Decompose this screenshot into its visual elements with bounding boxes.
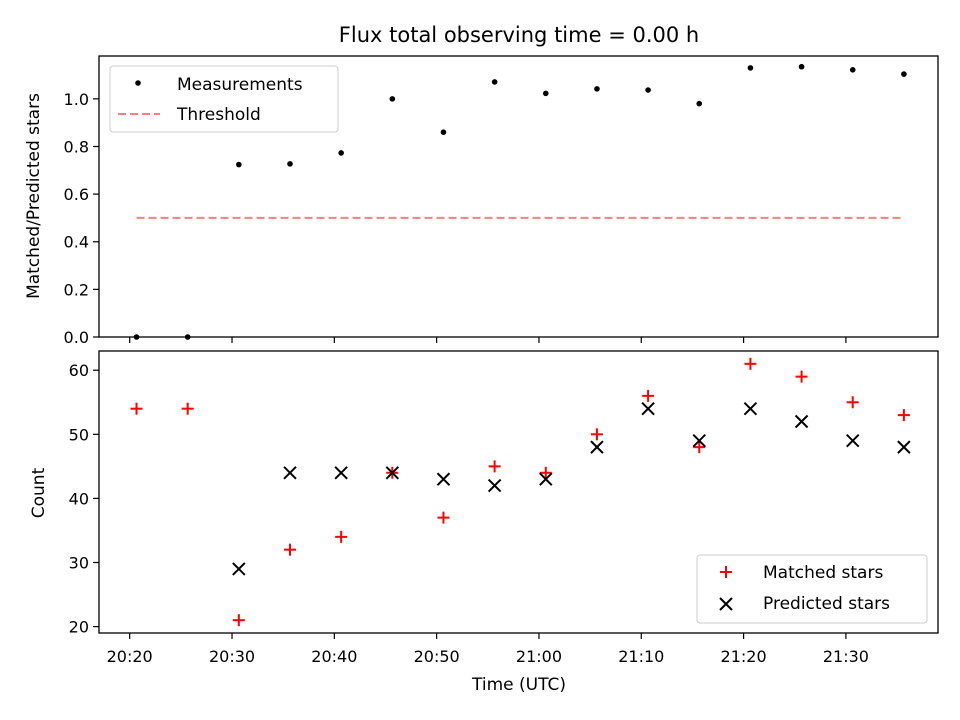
- legend-matched-marker: [720, 566, 732, 578]
- matched-stars-point: [590, 428, 603, 441]
- top-axis-ticks: 0.0 0.2 0.4 0.6 0.8 1.0: [64, 90, 847, 347]
- top-legend-box: [109, 65, 339, 133]
- matched-stars-point: [232, 614, 245, 627]
- matched-stars-point: [642, 389, 655, 402]
- matched-stars-point: [795, 370, 808, 383]
- measurements-point: [696, 100, 703, 107]
- predicted-stars-point: [232, 562, 246, 576]
- measurements-point: [645, 87, 651, 93]
- measurements-point: [389, 96, 396, 102]
- top-ytick-label: 1.0: [64, 90, 89, 109]
- matched-stars-point: [539, 466, 552, 479]
- legend-matched-label: Matched stars: [763, 563, 883, 583]
- bottom-xtick-label: 21:00: [516, 647, 562, 666]
- matched-stars-point: [897, 409, 910, 422]
- matched-stars-point: [130, 402, 143, 415]
- bottom-legend-box: [696, 554, 928, 624]
- bottom-xtick-label: 21:30: [823, 647, 869, 666]
- predicted-stars-point: [897, 440, 911, 454]
- predicted-stars-point: [794, 414, 809, 429]
- legend-predicted-label: Predicted stars: [763, 594, 890, 614]
- predicted-stars-point: [641, 401, 655, 416]
- matched-stars-point: [283, 543, 296, 556]
- measurements-point: [542, 90, 549, 97]
- matched-stars-point: [846, 396, 859, 409]
- legend-threshold-label: Threshold: [176, 105, 261, 125]
- bottom-plot-area: [130, 357, 911, 627]
- bottom-ytick-label: 40: [69, 489, 89, 508]
- matched-stars-point: [744, 357, 757, 370]
- predicted-stars-point: [692, 434, 706, 448]
- bottom-ytick-label: 60: [69, 361, 89, 380]
- bottom-axis-ticks: 20 30 40 50 60 20:20 20:30 20:40 20:50 21:00 21:10…: [69, 361, 869, 666]
- top-chart-ylabel: Matched/Predicted stars: [24, 93, 44, 299]
- matched-stars-point: [693, 441, 706, 454]
- bottom-xtick-label: 21:20: [721, 647, 767, 666]
- top-ytick-label: 0.2: [64, 280, 89, 299]
- bottom-legend: Matched stars Predicted stars: [696, 554, 928, 624]
- bottom-xtick-label: 20:50: [414, 647, 460, 666]
- bottom-chart-xlabel: Time (UTC): [471, 675, 566, 695]
- legend-measurements-marker: [135, 80, 141, 86]
- predicted-stars-point: [487, 478, 502, 493]
- bottom-xtick-label: 20:30: [209, 647, 255, 666]
- measurements-point: [594, 86, 600, 92]
- bottom-ytick-label: 50: [69, 425, 89, 444]
- measurements-point: [849, 67, 856, 73]
- top-ytick-label: 0.4: [64, 233, 89, 252]
- predicted-stars-point: [283, 466, 297, 480]
- predicted-stars-point: [539, 472, 553, 486]
- bottom-axes-frame: [98, 350, 939, 634]
- matched-stars-point: [181, 402, 194, 415]
- measurements-point: [440, 129, 447, 136]
- matched-stars-point: [437, 511, 450, 524]
- bottom-ytick-label: 30: [69, 554, 89, 573]
- bottom-ytick-label: 20: [69, 618, 89, 637]
- top-axes-frame: [98, 55, 939, 338]
- measurements-point: [798, 63, 805, 70]
- predicted-stars-point: [743, 401, 758, 416]
- predicted-stars-point: [385, 466, 400, 480]
- measurements-point: [236, 161, 242, 168]
- top-ytick-label: 0.0: [64, 328, 89, 347]
- bottom-xtick-label: 20:20: [107, 647, 153, 666]
- top-legend: Measurements Threshold: [109, 65, 339, 133]
- top-chart-title: Flux total observing time = 0.00 h: [339, 23, 699, 47]
- legend-predicted-marker: [719, 597, 733, 611]
- top-ytick-label: 0.8: [64, 137, 89, 156]
- predicted-stars-point: [846, 434, 860, 448]
- legend-measurements-label: Measurements: [177, 75, 303, 95]
- measurements-point: [747, 65, 754, 71]
- top-ytick-label: 0.6: [64, 185, 89, 204]
- measurements-point: [287, 161, 293, 167]
- bottom-xtick-label: 21:10: [618, 647, 664, 666]
- predicted-stars-point: [590, 440, 604, 454]
- predicted-stars-point: [436, 472, 451, 486]
- bottom-chart-ylabel: Count: [29, 467, 49, 518]
- matched-stars-point: [488, 460, 501, 473]
- predicted-stars-point: [334, 466, 348, 480]
- measurements-point: [901, 71, 907, 77]
- measurements-point: [491, 79, 498, 85]
- measurements-point: [338, 150, 344, 156]
- bottom-xtick-label: 20:40: [311, 647, 357, 666]
- matched-stars-point: [335, 530, 348, 543]
